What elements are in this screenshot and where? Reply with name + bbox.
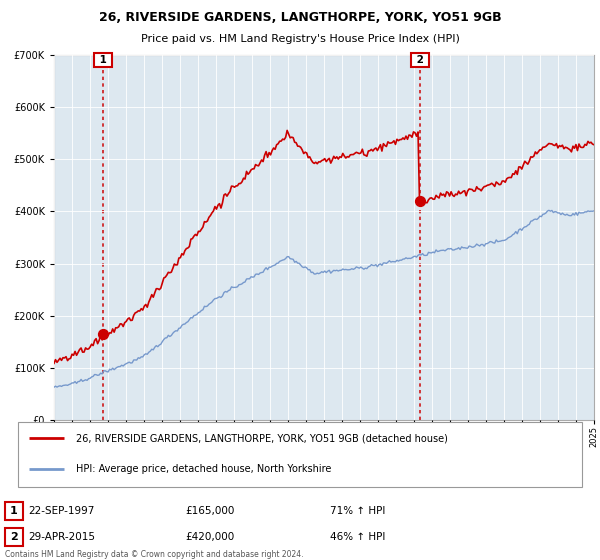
Text: Price paid vs. HM Land Registry's House Price Index (HPI): Price paid vs. HM Land Registry's House … (140, 34, 460, 44)
Text: 1: 1 (96, 55, 110, 65)
Text: 26, RIVERSIDE GARDENS, LANGTHORPE, YORK, YO51 9GB (detached house): 26, RIVERSIDE GARDENS, LANGTHORPE, YORK,… (76, 433, 448, 443)
Text: HPI: Average price, detached house, North Yorkshire: HPI: Average price, detached house, Nort… (76, 464, 331, 474)
FancyBboxPatch shape (5, 528, 23, 546)
Text: 26, RIVERSIDE GARDENS, LANGTHORPE, YORK, YO51 9GB: 26, RIVERSIDE GARDENS, LANGTHORPE, YORK,… (98, 11, 502, 24)
Text: 22-SEP-1997: 22-SEP-1997 (28, 506, 94, 516)
Text: 1: 1 (10, 506, 18, 516)
Text: Contains HM Land Registry data © Crown copyright and database right 2024.
This d: Contains HM Land Registry data © Crown c… (5, 550, 304, 560)
FancyBboxPatch shape (5, 502, 23, 520)
Text: £165,000: £165,000 (185, 506, 235, 516)
FancyBboxPatch shape (18, 422, 583, 487)
Text: 29-APR-2015: 29-APR-2015 (28, 532, 95, 542)
Text: 46% ↑ HPI: 46% ↑ HPI (330, 532, 385, 542)
Text: £420,000: £420,000 (185, 532, 234, 542)
Text: 2: 2 (413, 55, 427, 65)
Text: 2: 2 (10, 532, 18, 542)
Point (98, 329, 108, 338)
Point (415, 197, 425, 206)
Text: 71% ↑ HPI: 71% ↑ HPI (330, 506, 385, 516)
